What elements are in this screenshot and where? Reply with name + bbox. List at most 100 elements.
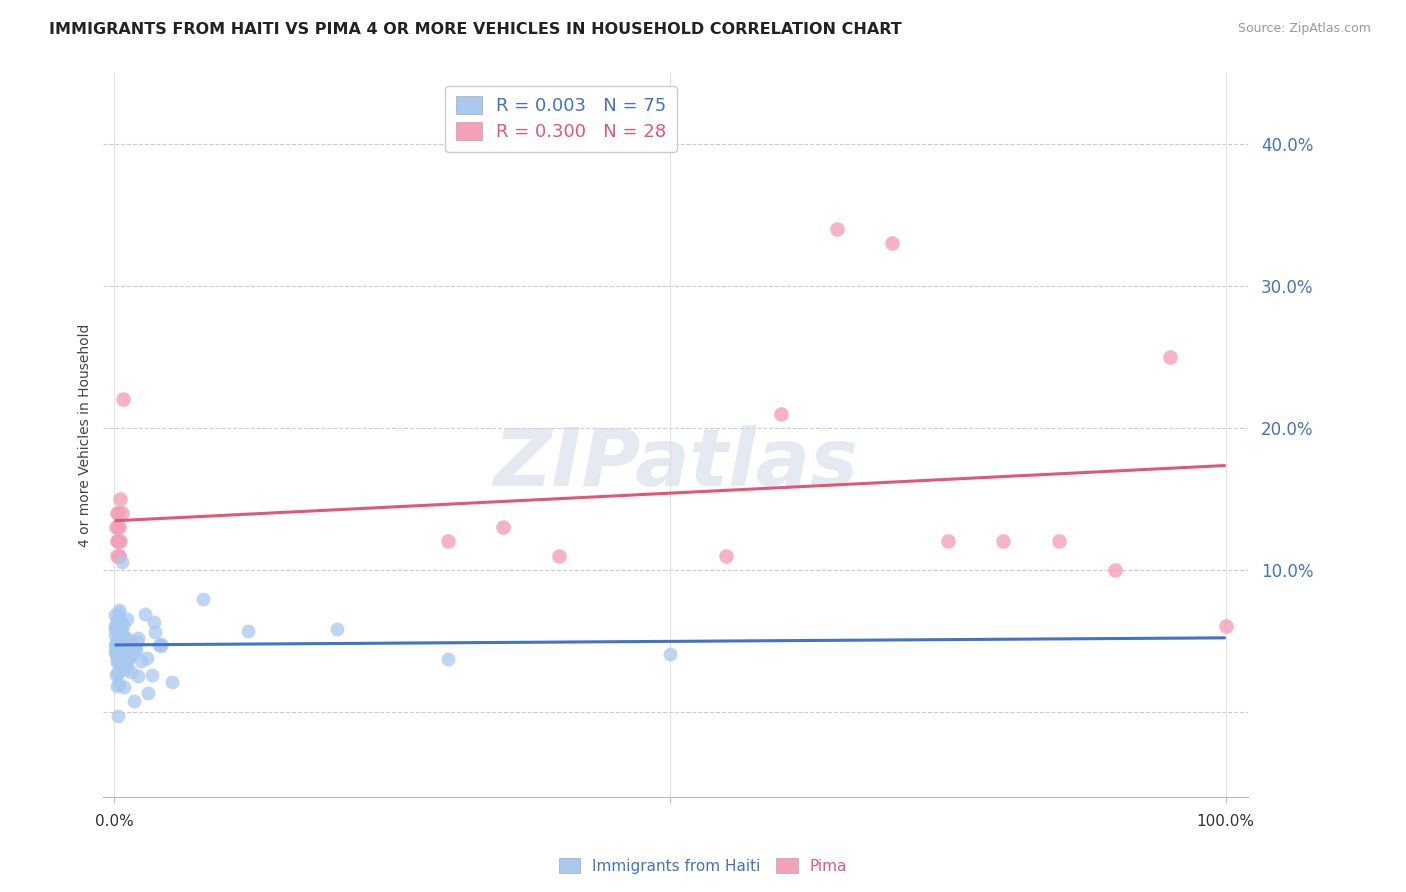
Point [111,506,134,520]
Point [115,662,138,676]
Point [134,607,156,622]
Point [105,642,128,657]
Point [115,647,138,661]
Point [236,624,259,639]
Point [107,666,129,681]
Point [121,648,143,662]
Point [193,591,215,606]
Point [108,652,131,666]
Point [111,555,134,569]
Point [110,648,132,662]
Point [104,636,127,650]
Point [150,639,173,653]
Point [105,645,128,659]
Point [993,534,1015,549]
Point [108,606,131,620]
Point [108,603,131,617]
Point [118,650,141,665]
Point [143,624,166,639]
Point [108,665,131,679]
Point [105,616,128,631]
Point [110,615,132,629]
Point [105,506,128,520]
Point [124,694,146,708]
Point [118,633,141,648]
Point [105,613,128,627]
Point [108,656,131,670]
Point [105,680,128,694]
Point [882,236,904,251]
Point [108,549,131,563]
Point [114,652,136,666]
Point [114,630,136,644]
Point [115,642,138,657]
Point [110,658,132,673]
Point [108,677,131,691]
Point [108,491,131,506]
Point [105,549,128,563]
Point [104,668,127,682]
Point [1047,534,1070,549]
Point [104,621,127,635]
Point [143,615,166,629]
Point [112,632,135,647]
Legend: R = 0.003   N = 75, R = 0.300   N = 28: R = 0.003 N = 75, R = 0.300 N = 28 [446,86,678,153]
Point [138,686,160,700]
Point [120,665,142,679]
Point [936,534,959,549]
Point [148,638,170,652]
Text: 100.0%: 100.0% [1197,814,1254,829]
Point [1215,619,1237,633]
Point [105,648,128,662]
Point [135,651,157,665]
Point [105,652,128,666]
Point [107,643,129,657]
Point [127,669,149,683]
Text: ZIPatlas: ZIPatlas [494,425,858,503]
Point [105,632,128,647]
Point [326,622,349,636]
Point [107,520,129,534]
Y-axis label: 4 or more Vehicles in Household: 4 or more Vehicles in Household [79,323,93,547]
Point [107,640,129,655]
Point [112,651,135,665]
Point [107,709,129,723]
Point [104,622,127,636]
Point [112,648,135,663]
Point [437,534,460,549]
Text: 0.0%: 0.0% [96,814,134,829]
Point [108,520,131,534]
Point [115,612,138,626]
Point [108,534,131,549]
Point [131,653,153,667]
Point [492,520,515,534]
Point [108,549,131,563]
Point [125,642,148,657]
Point [1104,563,1126,577]
Point [108,651,131,665]
Text: Source: ZipAtlas.com: Source: ZipAtlas.com [1237,22,1371,36]
Point [105,534,128,549]
Point [124,642,146,657]
Point [548,549,571,563]
Legend: Immigrants from Haiti, Pima: Immigrants from Haiti, Pima [553,852,853,880]
Point [125,634,148,648]
Point [104,628,127,642]
Point [437,652,460,666]
Point [111,624,134,639]
Point [141,668,163,682]
Point [714,549,737,563]
Point [104,638,127,652]
Point [1159,350,1181,364]
Text: IMMIGRANTS FROM HAITI VS PIMA 4 OR MORE VEHICLES IN HOUSEHOLD CORRELATION CHART: IMMIGRANTS FROM HAITI VS PIMA 4 OR MORE … [49,22,903,37]
Point [115,652,138,666]
Point [107,534,129,549]
Point [659,647,682,661]
Point [110,618,132,632]
Point [104,619,127,633]
Point [115,657,138,672]
Point [112,392,135,407]
Point [104,520,127,534]
Point [107,534,129,549]
Point [104,645,127,659]
